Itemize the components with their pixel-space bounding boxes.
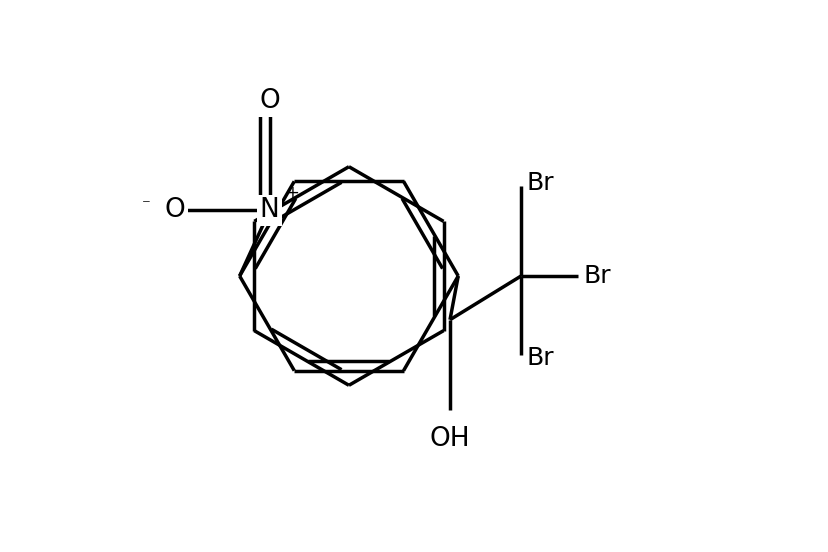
Text: ⁻: ⁻: [142, 196, 151, 214]
Text: O: O: [259, 88, 280, 114]
Text: Br: Br: [526, 171, 553, 195]
Text: Br: Br: [583, 264, 611, 288]
Text: N: N: [259, 198, 279, 224]
Text: +: +: [286, 184, 299, 202]
Text: OH: OH: [429, 426, 469, 452]
Text: O: O: [164, 198, 185, 224]
Text: Br: Br: [526, 346, 553, 370]
